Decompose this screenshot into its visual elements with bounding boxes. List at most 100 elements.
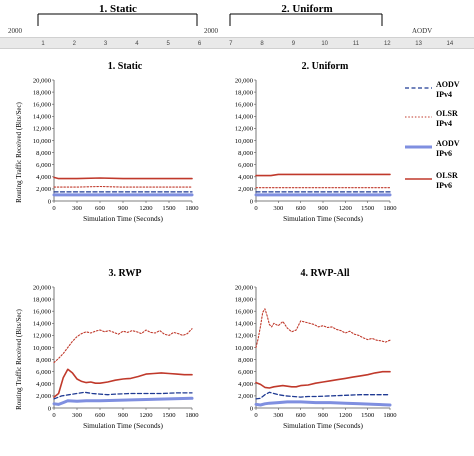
x-tick-label: 1200 bbox=[139, 412, 153, 419]
legend-label: AODV bbox=[436, 80, 460, 89]
y-tick-label: 14,000 bbox=[235, 321, 254, 328]
top-left-title: 1. Static bbox=[99, 3, 137, 15]
charts: 1. Static 0 2,000 4,000 6,000 8,000 10,000 12,0… bbox=[15, 61, 397, 430]
y-tick-label: 16,000 bbox=[33, 102, 52, 109]
legend-label: IPv6 bbox=[436, 149, 452, 158]
series-line-aodv-ipv4 bbox=[255, 391, 391, 400]
x-axis-label: Simulation Time (Seconds) bbox=[83, 421, 163, 430]
x-tick-label: 1800 bbox=[185, 205, 199, 212]
ruler-number: 3 bbox=[104, 41, 108, 47]
y-tick-label: 0 bbox=[250, 405, 254, 412]
series-line-olsr-ipv4 bbox=[53, 185, 193, 188]
y-tick-label: 12,000 bbox=[33, 333, 52, 340]
legend-label: OLSR bbox=[436, 171, 458, 180]
legend-label: IPv6 bbox=[436, 181, 452, 190]
chart-panel-4: 4. RWP-All 0 2,000 4,000 6,000 8,000 10,000 12,… bbox=[235, 268, 397, 430]
y-tick-label: 14,000 bbox=[33, 114, 52, 121]
ruler-number: 13 bbox=[415, 41, 422, 47]
y-tick-label: 12,000 bbox=[235, 126, 254, 133]
x-tick-label: 1800 bbox=[383, 412, 397, 419]
top-middle-fragment: 2000 bbox=[204, 27, 219, 35]
x-tick-label: 0 bbox=[52, 412, 56, 419]
y-tick-label: 10,000 bbox=[235, 345, 254, 352]
series-line-olsr-ipv6 bbox=[53, 368, 193, 398]
legend-label: OLSR bbox=[436, 109, 458, 118]
top-right-title: 2. Uniform bbox=[281, 3, 332, 15]
x-tick-label: 600 bbox=[95, 205, 106, 212]
y-tick-label: 4,000 bbox=[238, 174, 254, 181]
ruler bbox=[0, 37, 474, 49]
y-tick-label: 18,000 bbox=[33, 296, 52, 303]
x-tick-label: 0 bbox=[254, 205, 258, 212]
y-tick-label: 2,000 bbox=[36, 393, 52, 400]
y-tick-label: 10,000 bbox=[33, 345, 52, 352]
y-tick-label: 10,000 bbox=[33, 138, 52, 145]
x-tick-label: 0 bbox=[52, 205, 56, 212]
x-tick-label: 900 bbox=[318, 412, 329, 419]
ruler-number: 10 bbox=[321, 41, 328, 47]
x-tick-label: 1500 bbox=[162, 412, 176, 419]
x-tick-label: 900 bbox=[318, 205, 329, 212]
y-tick-label: 20,000 bbox=[235, 284, 254, 291]
chart-panel-2: 2. Uniform 0 2,000 4,000 6,000 8,000 10,000 12,… bbox=[235, 61, 397, 223]
x-axis-label: Simulation Time (Seconds) bbox=[283, 214, 363, 223]
series-line-olsr-ipv6 bbox=[255, 370, 391, 389]
x-tick-label: 600 bbox=[296, 205, 307, 212]
y-tick-label: 14,000 bbox=[235, 114, 254, 121]
y-tick-label: 18,000 bbox=[235, 296, 254, 303]
ruler-number: 12 bbox=[384, 41, 391, 47]
ruler-number: 9 bbox=[292, 41, 296, 47]
x-axis-label: Simulation Time (Seconds) bbox=[283, 421, 363, 430]
chart-title: 2. Uniform bbox=[302, 61, 349, 72]
series-line-olsr-ipv6 bbox=[255, 173, 391, 177]
x-tick-label: 1500 bbox=[361, 412, 375, 419]
y-tick-label: 12,000 bbox=[235, 333, 254, 340]
y-tick-label: 16,000 bbox=[235, 309, 254, 316]
ruler-number: 8 bbox=[260, 41, 264, 47]
series-line-aodv-ipv4 bbox=[53, 391, 193, 400]
y-tick-label: 14,000 bbox=[33, 321, 52, 328]
y-tick-label: 0 bbox=[250, 198, 254, 205]
ruler-number: 4 bbox=[135, 41, 139, 47]
legend-label: IPv4 bbox=[436, 119, 452, 128]
y-tick-label: 2,000 bbox=[36, 186, 52, 193]
x-tick-label: 1200 bbox=[339, 205, 353, 212]
x-tick-label: 300 bbox=[273, 412, 284, 419]
y-tick-label: 16,000 bbox=[33, 309, 52, 316]
x-tick-label: 1500 bbox=[361, 205, 375, 212]
series-line-olsr-ipv6 bbox=[53, 176, 193, 180]
series-line-aodv-ipv6 bbox=[254, 400, 392, 407]
x-tick-label: 300 bbox=[72, 205, 83, 212]
series-line-olsr-ipv4 bbox=[255, 308, 391, 349]
series-line-olsr-ipv4 bbox=[53, 328, 193, 364]
x-tick-label: 1200 bbox=[139, 205, 153, 212]
chart-title: 3. RWP bbox=[109, 268, 142, 279]
chart-title: 1. Static bbox=[108, 61, 143, 72]
chart-panel-1: 1. Static 0 2,000 4,000 6,000 8,000 10,000 12,0… bbox=[15, 61, 199, 223]
y-tick-label: 4,000 bbox=[36, 381, 52, 388]
y-axis-label: Routing Traffic Received (Bits/Sec) bbox=[15, 308, 23, 409]
y-tick-label: 4,000 bbox=[238, 381, 254, 388]
x-tick-label: 600 bbox=[296, 412, 307, 419]
ruler-number: 11 bbox=[353, 41, 360, 47]
top-right-fragment: AODV bbox=[412, 27, 432, 35]
y-tick-label: 2,000 bbox=[238, 393, 254, 400]
x-tick-label: 1200 bbox=[339, 412, 353, 419]
y-tick-label: 0 bbox=[48, 405, 52, 412]
series-line-aodv-ipv6 bbox=[52, 396, 194, 406]
top-strip-content: 1. Static 2. Uniform 2000 2000 AODV bbox=[8, 3, 432, 35]
ruler-number: 5 bbox=[167, 41, 171, 47]
y-tick-label: 18,000 bbox=[33, 89, 52, 96]
y-tick-label: 20,000 bbox=[33, 77, 52, 84]
ruler-number: 2 bbox=[73, 41, 77, 47]
x-tick-label: 300 bbox=[72, 412, 83, 419]
legend-label: AODV bbox=[436, 139, 460, 148]
ruler-number: 1 bbox=[41, 41, 45, 47]
y-tick-label: 20,000 bbox=[235, 77, 254, 84]
